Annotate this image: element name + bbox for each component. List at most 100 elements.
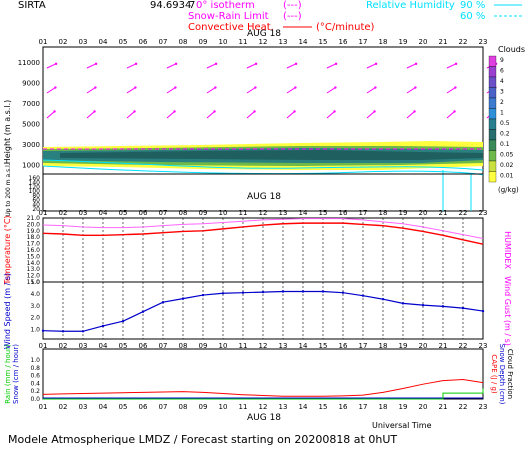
hour-axis-top: 01 02 03 04 05 06 07 08 09 10 11 12 13 14 15 16 17 18 19 20… <box>39 38 488 46</box>
wind-point <box>141 310 145 313</box>
wind-arrow <box>406 87 416 94</box>
station-elev-suffix: 7 <box>189 0 195 11</box>
temperature-series <box>42 218 484 245</box>
universal-time-label: Universal Time <box>372 421 432 430</box>
wind-point <box>481 309 485 313</box>
hour-tick-label: 17 <box>359 342 368 350</box>
precip-y-tick-label: 0.2 <box>30 388 40 395</box>
wind-arrow <box>166 111 175 119</box>
colorbar-label: 0.1 <box>500 141 510 148</box>
wind-arrow <box>166 63 177 69</box>
legend-rh-90: 90 % <box>460 0 485 11</box>
hour-tick-label: 21 <box>439 209 448 217</box>
legend-isotherm-symbol: (---) <box>283 0 302 11</box>
wind-arrow-head <box>294 62 298 65</box>
wind-arrow <box>206 87 216 94</box>
temp-y-tick-label: 13.0 <box>27 266 41 273</box>
hour-tick-label: 01 <box>39 38 48 46</box>
hour-tick-label: 01 <box>39 342 48 350</box>
hour-tick-label: 04 <box>99 342 108 350</box>
hour-axis-lower: 01 02 03 04 05 06 07 08 09 10 11 12 13 14 15 16 17 18 19 20… <box>39 342 488 350</box>
wind-point <box>221 292 225 295</box>
wind-y-ticks: 5.0 4.0 3.0 2.0 1.0 <box>30 279 40 334</box>
wind-arrow-head <box>253 110 256 113</box>
colorbar-swatch <box>488 55 497 67</box>
colorbar-label: 0.2 <box>500 131 510 138</box>
wind-arrow-head <box>134 62 138 65</box>
temp-y-tick-label: 17.0 <box>27 241 41 248</box>
wind-point <box>161 300 165 304</box>
hour-tick-label: 13 <box>279 209 288 217</box>
hour-tick-label: 05 <box>119 38 128 46</box>
colorbar-swatch <box>488 139 497 151</box>
wind-arrow-head <box>94 86 97 89</box>
wind-point <box>301 290 305 293</box>
wind-arrow-head <box>174 62 178 65</box>
hour-tick-label: 09 <box>199 403 208 411</box>
wind-arrow-head <box>54 62 58 65</box>
cloud-y-ticks: 11000 9000 7000 5000 3000 1000 160140120100806… <box>18 59 40 213</box>
hour-tick-label: 14 <box>299 342 308 350</box>
wind-arrow <box>206 111 215 119</box>
hour-tick-label: 10 <box>219 342 228 350</box>
precip-y-ticks: 1.00.80.60.40.20.0 <box>30 357 40 403</box>
cloud-y-tick-label: 1000 <box>22 162 40 170</box>
rain-ylabel: Rain (mm / hour) <box>4 344 12 404</box>
precip-y-tick-label: 1.0 <box>30 357 40 364</box>
wind-point <box>241 291 245 294</box>
temp-y-tick-label: 16.0 <box>27 247 41 254</box>
hour-tick-label: 17 <box>359 403 368 411</box>
legend-convective-unit: (°C/minute) <box>316 22 375 33</box>
wind-arrow <box>126 111 135 119</box>
colorbar-label: 4 <box>500 78 504 85</box>
hour-tick-label: 06 <box>139 342 148 350</box>
hour-tick-label: 14 <box>299 38 308 46</box>
hour-tick-label: 20 <box>419 403 428 411</box>
wind-y-tick-label: 3.0 <box>30 303 40 310</box>
hour-tick-label: 22 <box>459 342 468 350</box>
precip-panel-frame <box>42 348 484 400</box>
wind-point <box>381 298 385 301</box>
precip-series-line <box>42 378 484 397</box>
hour-tick-label: 05 <box>119 342 128 350</box>
rh-90-contour <box>42 159 484 171</box>
wind-arrow-head <box>93 110 96 113</box>
wind-point <box>321 290 325 293</box>
hour-tick-label: 05 <box>119 209 128 217</box>
hour-tick-label: 03 <box>79 38 88 46</box>
wind-point <box>81 330 85 333</box>
wind-arrow <box>46 111 55 119</box>
legend-convective-label: Convective Heat. <box>188 22 274 33</box>
cloud-y-tick-label-low: 160 <box>29 175 41 182</box>
wind-point <box>121 319 125 323</box>
wind-y-tick-label: 5.0 <box>30 279 40 286</box>
cloud-y-tick-label: 3000 <box>22 141 40 149</box>
temp-y-tick-label: 20.0 <box>27 221 41 228</box>
wind-arrow-head <box>374 62 378 65</box>
temp-y-tick-label: 19.0 <box>27 228 41 235</box>
colorbar-swatch <box>488 129 497 141</box>
cloud-y-tick-label-low: 20 <box>32 206 40 213</box>
wind-arrow-head <box>334 86 337 89</box>
cloud-y-tick-label: 11000 <box>18 59 40 67</box>
wind-arrow-head <box>333 110 336 113</box>
wind-arrow <box>126 63 137 69</box>
hour-tick-label: 11 <box>239 403 248 411</box>
cloud-y-tick-label-low: 100 <box>29 188 41 195</box>
hour-tick-label: 11 <box>239 38 248 46</box>
wind-arrow <box>446 111 455 119</box>
hour-tick-label: 19 <box>399 38 408 46</box>
legend-rh-60: 60 % <box>460 11 485 22</box>
snowdepth-ylabel: Snow Depth (cm) <box>498 344 506 405</box>
precip-series-line <box>43 388 484 400</box>
cloudfraction-ylabel: Cloud Fraction <box>506 349 514 399</box>
wind-arrow <box>126 87 136 94</box>
wind-arrow-head <box>94 62 98 65</box>
footer-caption: Modele Atmospherique LMDZ / Forecast sta… <box>8 433 397 446</box>
colorbar-label: 1 <box>500 110 504 117</box>
colorbar-swatch <box>488 150 497 162</box>
hour-tick-label: 03 <box>79 403 88 411</box>
wind-arrow <box>326 63 337 69</box>
wind-arrow <box>406 111 415 119</box>
